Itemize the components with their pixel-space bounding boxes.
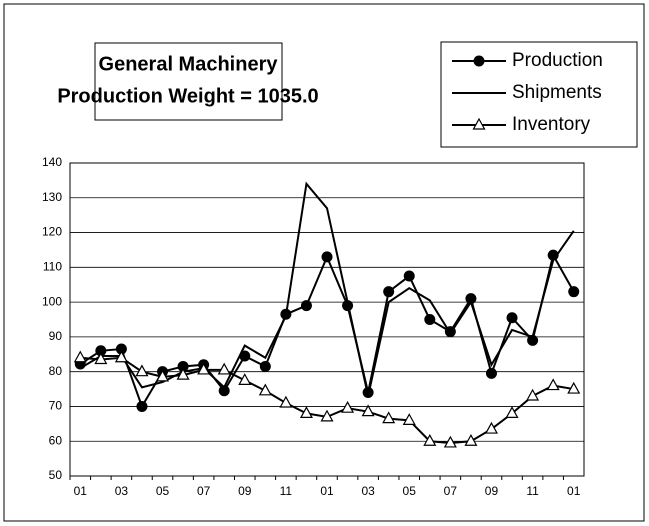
marker [259,360,271,372]
x-tick-label: 07 [444,484,458,498]
y-tick-label: 70 [49,399,63,413]
x-tick-label: 01 [320,484,334,498]
y-tick-label: 130 [42,190,62,204]
marker [300,300,312,312]
x-tick-label: 07 [197,484,211,498]
y-tick-label: 110 [43,260,62,274]
marker [526,388,540,401]
x-tick-label: 01 [74,484,88,498]
x-tick-label: 09 [238,484,252,498]
marker [424,314,436,325]
marker [443,435,457,448]
marker [341,400,355,413]
marker [94,352,108,365]
marker [423,433,437,446]
marker [114,350,128,363]
marker [567,381,581,394]
marker [156,369,170,382]
marker [73,350,87,363]
marker [136,400,148,412]
y-tick-label: 60 [49,433,63,447]
x-tick-label: 01 [567,484,581,498]
y-tick-label: 140 [42,155,62,169]
marker [238,373,252,385]
marker [568,286,580,298]
marker [115,343,127,355]
y-tick-label: 80 [49,364,63,378]
marker [484,421,498,434]
y-tick-label: 50 [49,468,63,482]
marker [197,362,211,375]
marker [527,334,539,346]
marker [472,117,486,130]
marker [176,367,190,380]
marker [321,251,333,263]
marker [464,433,478,446]
marker [473,55,485,67]
x-tick-label: 05 [403,484,417,498]
marker [402,413,416,425]
series-line [79,181,575,397]
x-tick-label: 03 [115,484,129,498]
x-tick-label: 09 [485,484,499,498]
marker [217,362,231,375]
marker [546,378,560,391]
marker [403,270,415,282]
marker [361,404,375,417]
y-tick-label: 90 [49,329,63,343]
marker [299,406,313,418]
marker [506,312,518,324]
y-tick-label: 100 [42,294,62,308]
marker [258,383,272,396]
marker [505,406,519,418]
x-tick-label: 11 [280,484,293,498]
marker [485,367,497,379]
marker [95,345,107,357]
marker [135,364,149,377]
legend-label: Shipments [512,82,602,103]
x-tick-label: 05 [156,484,170,498]
chart-subtitle: Production Weight = 1035.0 [57,85,318,107]
marker [177,360,189,372]
legend-label: Inventory [512,114,591,135]
y-tick-label: 120 [42,225,62,239]
chart-title: General Machinery [99,53,279,75]
x-tick-label: 11 [526,484,539,498]
marker [382,411,396,424]
marker [279,395,293,408]
marker [218,385,230,397]
x-tick-label: 03 [361,484,375,498]
marker [320,409,334,422]
title-box [94,42,283,121]
marker [465,293,477,305]
marker [383,286,395,298]
legend-label: Production [512,50,603,71]
